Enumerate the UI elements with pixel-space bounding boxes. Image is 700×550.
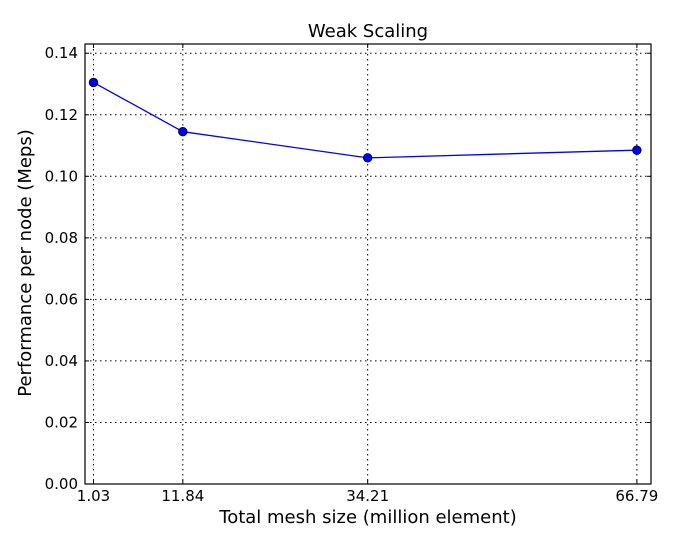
x-tick-label: 66.79 (615, 487, 658, 505)
y-tick-label: 0.12 (45, 106, 78, 124)
data-point (178, 126, 188, 137)
data-series (88, 77, 642, 163)
x-axis-label: Total mesh size (million element) (218, 507, 516, 528)
y-tick-label: 0.00 (45, 475, 78, 493)
plot-area-frame (84, 43, 652, 485)
data-point (88, 77, 99, 88)
data-point (632, 145, 642, 155)
y-tick-label: 0.02 (45, 413, 78, 431)
series-line (93, 81, 637, 159)
y-axis-label: Performance per node (Meps) (15, 129, 36, 397)
chart-title: Weak Scaling (308, 21, 428, 42)
data-point (362, 153, 373, 163)
y-tick-label: 0.08 (45, 229, 78, 247)
axis-ticks (85, 44, 651, 485)
y-tick-label: 0.04 (45, 352, 78, 370)
y-tick-label: 0.14 (45, 44, 78, 62)
x-tick-label: 11.84 (161, 487, 204, 505)
x-tick-label: 34.21 (346, 487, 389, 505)
y-tick-label: 0.06 (45, 290, 78, 308)
tick-labels: 0.00 0.02 0.04 0.06 0.08 0.10 0.12 0.14 1.03 11.8… (45, 44, 659, 505)
grid-lines (85, 44, 651, 484)
x-tick-label: 1.03 (77, 487, 110, 505)
y-tick-label: 0.10 (45, 167, 78, 185)
